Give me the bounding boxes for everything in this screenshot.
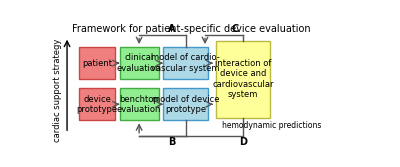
Text: C: C <box>231 24 238 34</box>
Text: device
prototype: device prototype <box>77 95 118 114</box>
Text: model of device
prototype: model of device prototype <box>152 95 219 114</box>
Text: model of cardio-
vascular system: model of cardio- vascular system <box>151 53 220 73</box>
Text: A: A <box>168 24 176 34</box>
FancyBboxPatch shape <box>163 47 208 79</box>
Text: benchtop
evaluation: benchtop evaluation <box>117 95 161 114</box>
Text: B: B <box>168 137 175 147</box>
Text: clinical
evaluation: clinical evaluation <box>117 53 161 73</box>
Text: patient: patient <box>82 59 112 68</box>
Text: cardiac support strategy: cardiac support strategy <box>53 39 62 142</box>
Text: hemodynamic predictions: hemodynamic predictions <box>222 121 321 130</box>
FancyBboxPatch shape <box>120 88 158 120</box>
FancyBboxPatch shape <box>120 47 158 79</box>
FancyBboxPatch shape <box>80 88 115 120</box>
FancyBboxPatch shape <box>80 47 115 79</box>
Text: Framework for patient-specific device evaluation: Framework for patient-specific device ev… <box>72 24 310 34</box>
Text: D: D <box>239 137 247 147</box>
FancyBboxPatch shape <box>163 88 208 120</box>
Text: interaction of
device and
cardiovascular
system: interaction of device and cardiovascular… <box>212 59 274 99</box>
FancyBboxPatch shape <box>216 41 270 118</box>
